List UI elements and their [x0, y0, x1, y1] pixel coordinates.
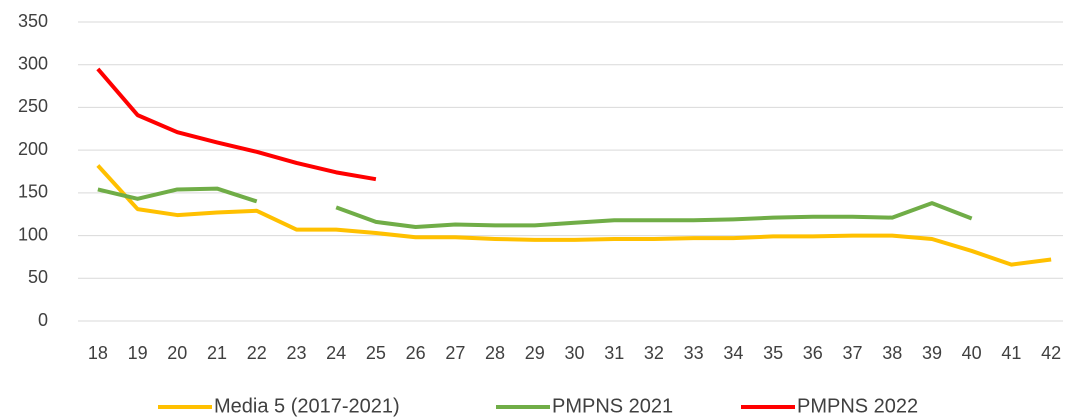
x-tick-label: 40	[962, 343, 982, 363]
series-line	[97, 186, 973, 230]
x-tick-label: 39	[922, 343, 942, 363]
y-tick-label: 250	[18, 96, 48, 116]
legend-label: PMPNS 2022	[797, 395, 918, 417]
x-tick-label: 41	[1001, 343, 1021, 363]
legend-label: PMPNS 2021	[552, 395, 673, 417]
y-tick-label: 150	[18, 182, 48, 202]
x-tick-label: 38	[882, 343, 902, 363]
x-tick-label: 25	[366, 343, 386, 363]
x-tick-label: 21	[207, 343, 227, 363]
x-tick-label: 30	[564, 343, 584, 363]
x-tick-label: 23	[286, 343, 306, 363]
x-tick-label: 24	[326, 343, 346, 363]
y-tick-label: 300	[18, 53, 48, 73]
x-tick-label: 29	[525, 343, 545, 363]
series-line	[96, 67, 377, 182]
x-tick-label: 20	[167, 343, 187, 363]
legend-label: Media 5 (2017-2021)	[214, 395, 400, 417]
x-tick-label: 28	[485, 343, 505, 363]
y-tick-label: 100	[18, 224, 48, 244]
x-tick-label: 31	[604, 343, 624, 363]
x-tick-label: 33	[684, 343, 704, 363]
x-tick-label: 34	[723, 343, 743, 363]
y-tick-label: 0	[38, 310, 48, 330]
x-tick-label: 19	[128, 343, 148, 363]
x-tick-label: 36	[803, 343, 823, 363]
x-tick-label: 32	[644, 343, 664, 363]
series-line	[96, 164, 1052, 267]
x-tick-label: 35	[763, 343, 783, 363]
y-tick-label: 50	[28, 267, 48, 287]
x-tick-label: 27	[445, 343, 465, 363]
y-tick-label: 350	[18, 11, 48, 31]
x-tick-label: 26	[406, 343, 426, 363]
x-tick-label: 22	[247, 343, 267, 363]
x-tick-label: 37	[843, 343, 863, 363]
x-tick-label: 42	[1041, 343, 1061, 363]
y-tick-label: 200	[18, 139, 48, 159]
x-tick-label: 18	[88, 343, 108, 363]
